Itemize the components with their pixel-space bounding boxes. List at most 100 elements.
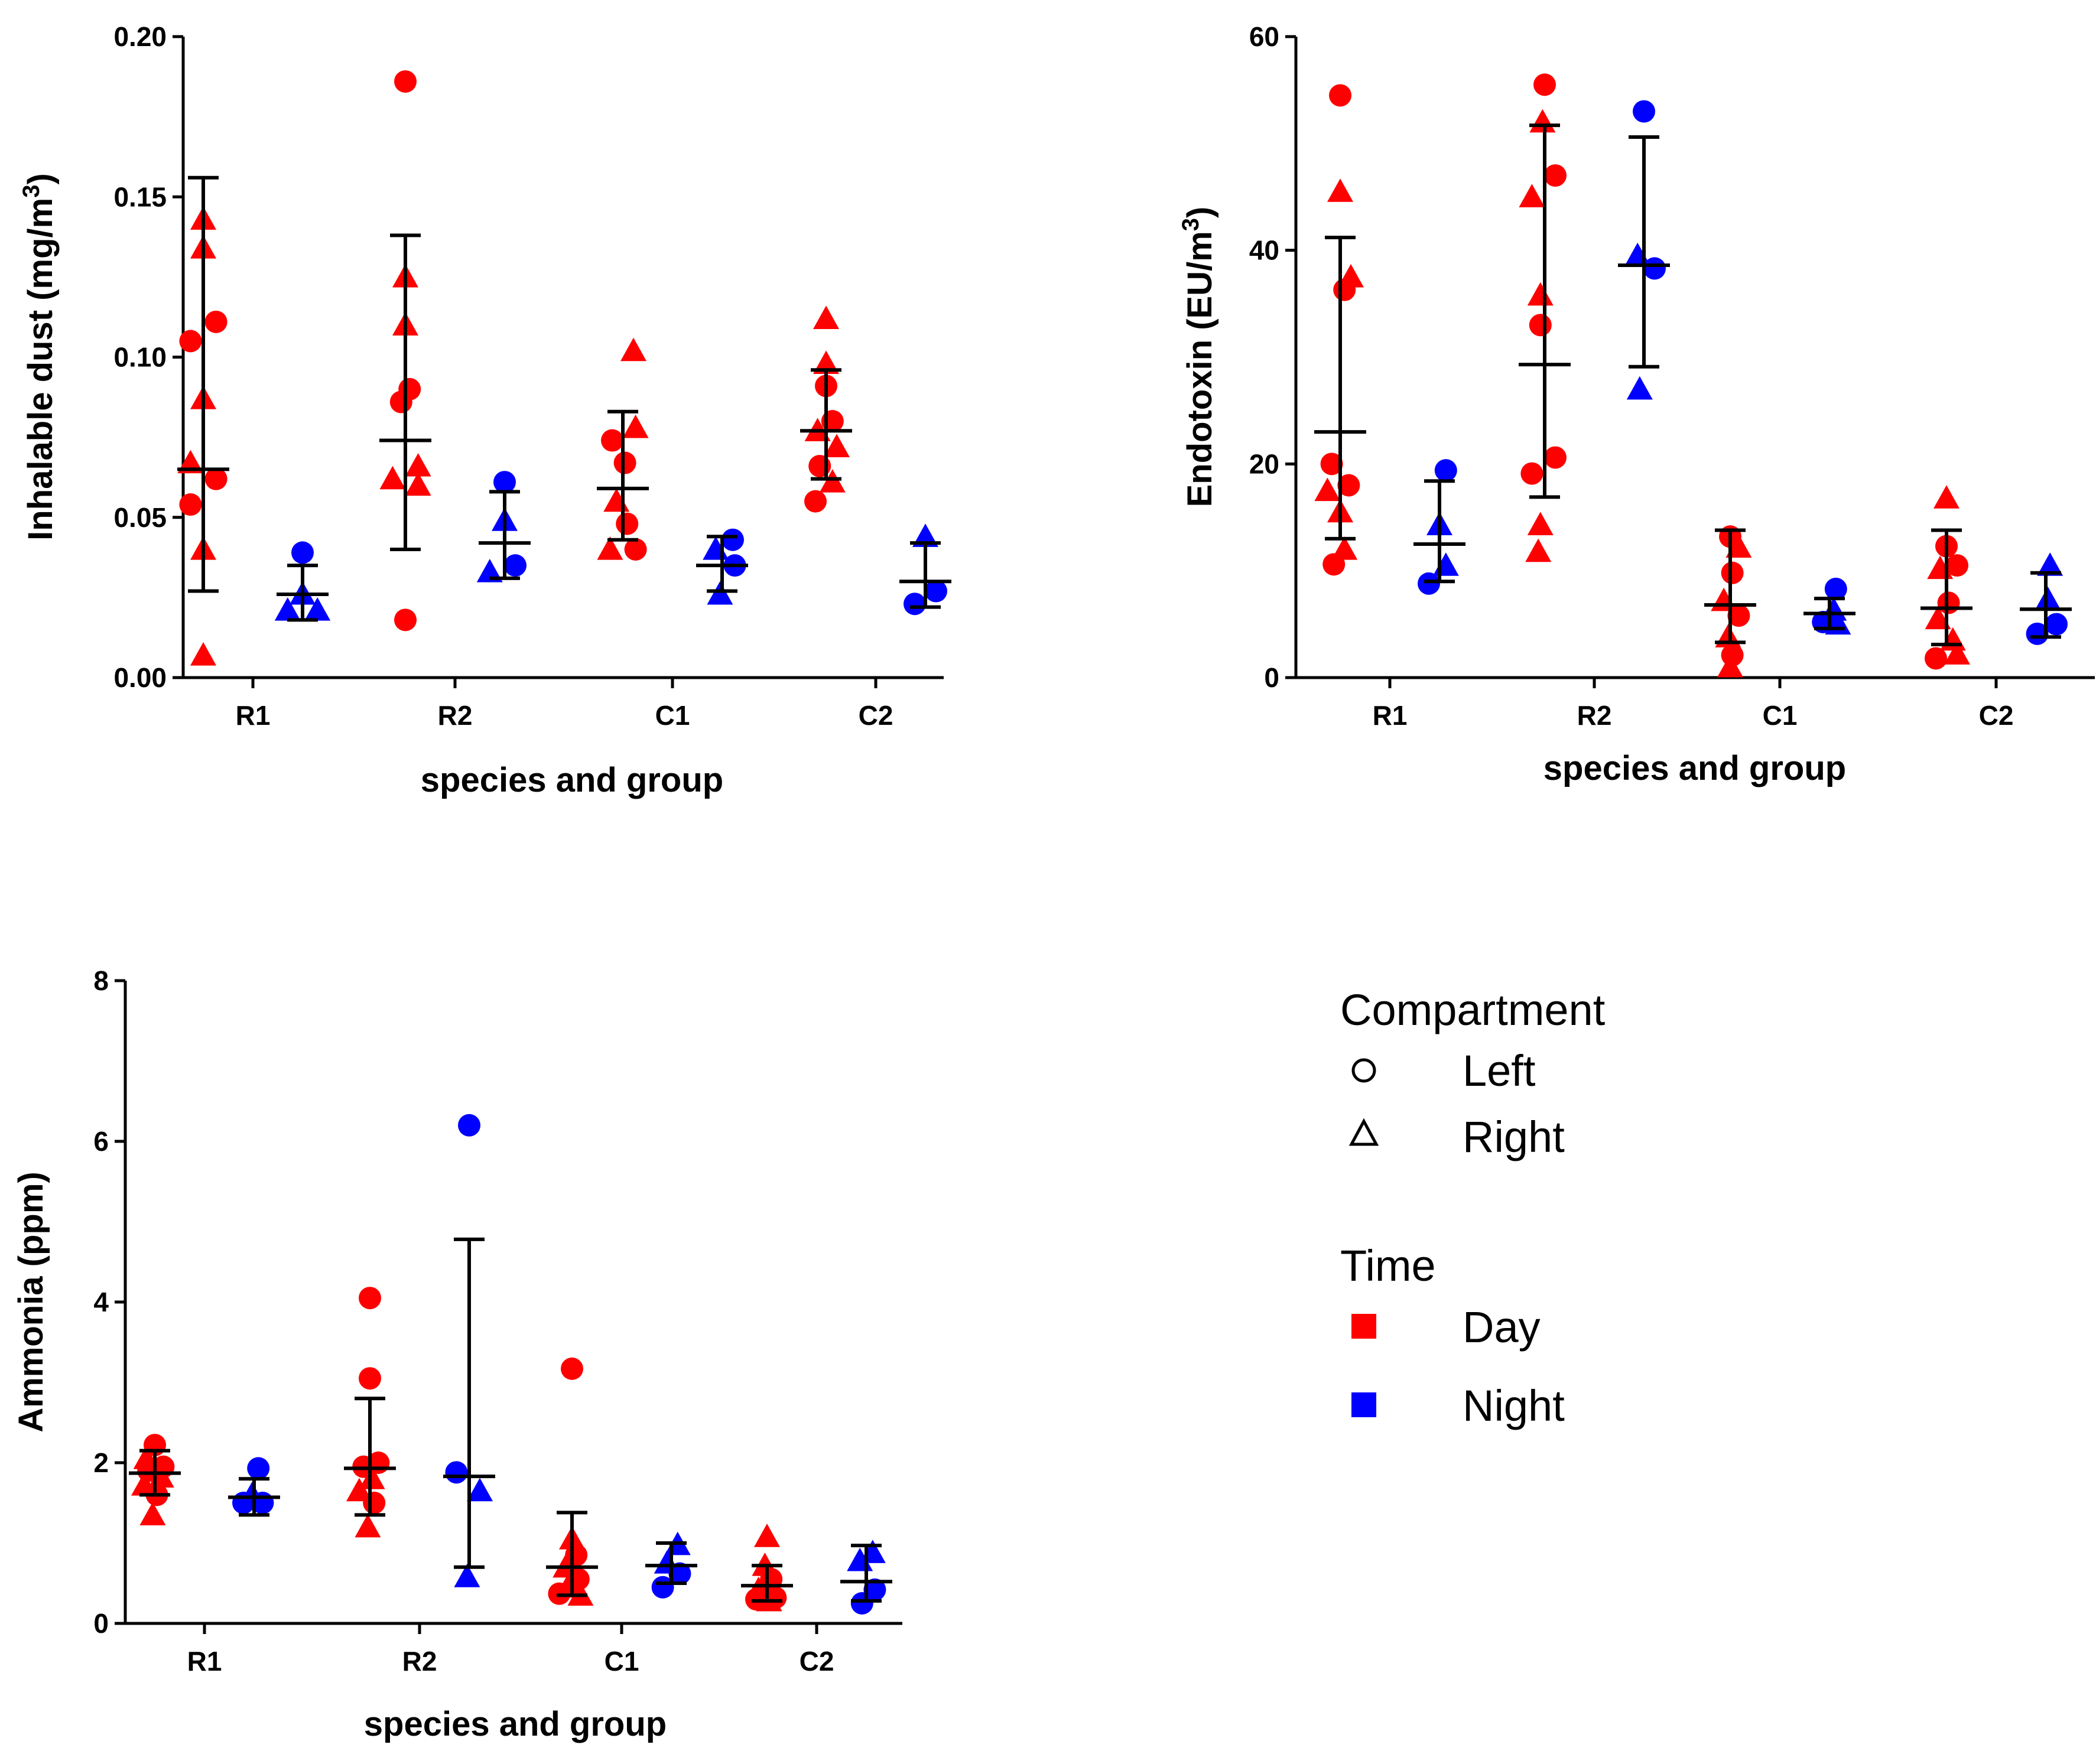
group-R1-night [274,541,331,622]
group-C2-night [899,523,951,616]
data-point-triangle [346,1477,372,1502]
y-tick-label: 0.20 [113,21,167,52]
data-point-triangle [622,414,649,438]
group-R1-day [129,1434,181,1525]
data-point-circle [1925,647,1947,670]
x-tick-label: R1 [236,700,271,731]
data-point-circle [624,538,647,561]
y-tick-label: 0.00 [113,662,167,693]
group-C1-day [546,1357,598,1606]
x-tick-label: C2 [800,1646,834,1677]
data-point-circle [1529,314,1552,337]
data-point-triangle [819,469,846,493]
y-tick-label: 0 [93,1608,109,1639]
chart-ammonia: 0 2 4 6 8 R1 R2 C1 C2 species and group Ammonia (p… [12,965,902,1743]
data-point-circle [722,528,744,551]
data-point-triangle [190,642,216,666]
group-C1-night [645,1531,697,1599]
legend-time-title: Time [1340,1241,1436,1290]
legend-circle-icon [1351,1058,1376,1083]
data-point-circle [601,429,623,452]
legend-night-swatch-icon [1351,1392,1376,1417]
data-point-circle [850,1592,873,1615]
group-C2-night [2020,552,2072,645]
data-point-circle [359,1367,381,1390]
y-tick-label: 0.15 [113,181,167,212]
group-C2-day [741,1524,793,1612]
data-point-circle [1946,554,1968,577]
x-tick-label: R1 [1373,700,1408,731]
legend-triangle-icon [1348,1118,1379,1146]
group-C1-day [1704,525,1756,678]
data-point-circle [561,1357,583,1380]
group-R2-night [1618,100,1670,400]
data-point-triangle [1525,538,1552,562]
group-R2-night [443,1114,495,1587]
x-axis-title: species and group [421,761,723,799]
group-R1-night [228,1457,280,1517]
data-point-circle [504,554,527,577]
x-tick-label: R2 [438,700,473,731]
data-point-triangle [476,558,503,582]
y-tick-label: 20 [1249,448,1279,479]
y-tick-label: 0.10 [113,342,167,373]
data-point-triangle [1529,109,1556,133]
data-point-circle [1533,73,1556,96]
y-tick-label: 4 [93,1287,109,1317]
data-point-circle [1544,446,1567,469]
group-R1-day [177,175,229,666]
data-point-triangle [379,466,406,490]
data-point-circle [445,1461,468,1484]
x-tick-label: R2 [1577,700,1612,731]
data-point-triangle [707,581,733,605]
data-point-circle [1824,577,1847,600]
data-point-circle [616,512,639,535]
data-point-circle [179,330,202,353]
data-point-triangle [139,1502,166,1525]
data-point-triangle [1717,653,1743,678]
data-point-triangle [813,350,839,374]
y-tick-label: 6 [93,1126,109,1157]
data-point-triangle [754,1524,780,1547]
data-point-triangle [274,597,301,621]
group-R1-day [1314,84,1366,576]
data-point-circle [613,451,636,474]
x-tick-label: R2 [402,1646,437,1677]
data-point-circle [359,1287,381,1310]
data-point-circle [1544,164,1567,187]
data-point-circle [2045,613,2068,636]
data-point-circle [394,608,417,632]
group-R2-day [379,70,431,632]
data-point-triangle [1327,178,1353,202]
data-point-triangle [467,1477,493,1502]
data-point-triangle [912,523,938,547]
data-point-circle [1329,84,1351,107]
group-C2-day [1920,485,1972,670]
data-point-triangle [1925,606,1951,630]
data-point-circle [179,493,202,516]
x-tick-label: C1 [655,700,690,731]
group-C2-night [840,1540,892,1615]
data-point-triangle [1939,627,1966,651]
data-point-triangle [1626,376,1653,400]
data-point-circle [2026,622,2049,645]
data-point-circle [458,1114,480,1137]
data-point-circle [1643,257,1666,280]
data-point-triangle [355,1514,381,1538]
group-C1-day [597,337,649,561]
x-axis-title: species and group [1543,749,1846,787]
data-point-triangle [1527,282,1554,306]
legend-day-swatch-icon [1351,1314,1376,1339]
chart-endotoxin: 0 20 40 60 R1 R2 C1 C2 species and group Endotoxi… [1178,21,2095,787]
data-point-circle [804,490,827,513]
data-point-triangle [304,597,331,621]
data-point-circle [389,390,412,414]
data-point-circle [1721,561,1744,584]
data-point-circle [925,580,947,603]
data-point-triangle [2035,586,2061,610]
y-axis-title: Endotoxin (EU/m3) [1178,207,1219,507]
group-R2-day [344,1287,396,1538]
data-point-triangle [454,1564,480,1587]
data-point-circle [1633,100,1655,123]
data-point-triangle [824,434,850,457]
